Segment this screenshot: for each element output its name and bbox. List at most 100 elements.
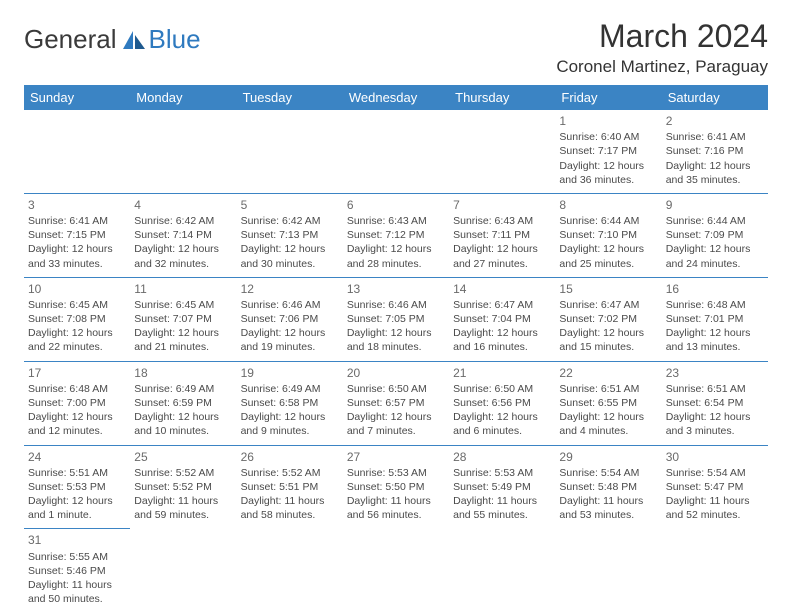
day-number: 9	[666, 197, 764, 213]
day-detail: Daylight: 12 hours	[28, 326, 126, 340]
day-detail: Sunset: 7:08 PM	[28, 312, 126, 326]
calendar-cell: 8Sunrise: 6:44 AMSunset: 7:10 PMDaylight…	[555, 193, 661, 277]
day-number: 23	[666, 365, 764, 381]
day-detail: Sunset: 5:46 PM	[28, 564, 126, 578]
day-detail: Daylight: 11 hours	[241, 494, 339, 508]
day-detail: Daylight: 12 hours	[453, 242, 551, 256]
day-detail: Daylight: 11 hours	[347, 494, 445, 508]
calendar-cell	[343, 529, 449, 612]
day-detail: Sunset: 7:15 PM	[28, 228, 126, 242]
day-detail: Daylight: 12 hours	[453, 410, 551, 424]
calendar-row: 3Sunrise: 6:41 AMSunset: 7:15 PM Daylight…	[24, 193, 768, 277]
calendar-cell: 15Sunrise: 6:47 AMSunset: 7:02 PMDayligh…	[555, 277, 661, 361]
day-detail: Sunset: 7:12 PM	[347, 228, 445, 242]
calendar-cell: 31Sunrise: 5:55 AMSunset: 5:46 PMDayligh…	[24, 529, 130, 612]
day-detail: and 21 minutes.	[134, 340, 232, 354]
day-number: 2	[666, 113, 764, 129]
calendar-cell: 27Sunrise: 5:53 AMSunset: 5:50 PMDayligh…	[343, 445, 449, 529]
day-detail: and 22 minutes.	[28, 340, 126, 354]
day-detail: and 9 minutes.	[241, 424, 339, 438]
day-detail: Daylight: 12 hours	[559, 410, 657, 424]
day-header: Friday	[555, 85, 661, 110]
day-detail: Sunrise: 6:49 AM	[241, 382, 339, 396]
day-detail: and 50 minutes.	[28, 592, 126, 606]
day-detail: Sunrise: 6:46 AM	[347, 298, 445, 312]
day-number: 21	[453, 365, 551, 381]
day-detail: and 52 minutes.	[666, 508, 764, 522]
day-detail: Daylight: 12 hours	[241, 410, 339, 424]
day-header: Monday	[130, 85, 236, 110]
day-detail: Sunrise: 6:42 AM	[241, 214, 339, 228]
calendar-cell	[449, 110, 555, 193]
day-detail: Daylight: 12 hours	[666, 410, 764, 424]
calendar-cell: 14Sunrise: 6:47 AMSunset: 7:04 PMDayligh…	[449, 277, 555, 361]
title-block: March 2024 Coronel Martinez, Paraguay	[556, 18, 768, 77]
day-detail: Sunset: 6:54 PM	[666, 396, 764, 410]
day-detail: Sunrise: 6:45 AM	[28, 298, 126, 312]
day-number: 15	[559, 281, 657, 297]
day-detail: and 35 minutes.	[666, 173, 764, 187]
calendar-row: 1Sunrise: 6:40 AMSunset: 7:17 PMDaylight…	[24, 110, 768, 193]
day-detail: Sunset: 7:14 PM	[134, 228, 232, 242]
day-detail: and 28 minutes.	[347, 257, 445, 271]
day-header-row: Sunday Monday Tuesday Wednesday Thursday…	[24, 85, 768, 110]
day-detail: Daylight: 12 hours	[347, 326, 445, 340]
day-detail: and 16 minutes.	[453, 340, 551, 354]
day-detail: Daylight: 12 hours	[559, 159, 657, 173]
day-detail: Sunrise: 5:52 AM	[241, 466, 339, 480]
day-detail: Sunset: 5:51 PM	[241, 480, 339, 494]
day-detail: Sunset: 7:04 PM	[453, 312, 551, 326]
day-number: 3	[28, 197, 126, 213]
calendar-cell: 6Sunrise: 6:43 AMSunset: 7:12 PMDaylight…	[343, 193, 449, 277]
day-detail: Daylight: 11 hours	[28, 578, 126, 592]
calendar-cell: 20Sunrise: 6:50 AMSunset: 6:57 PMDayligh…	[343, 361, 449, 445]
day-detail: and 58 minutes.	[241, 508, 339, 522]
calendar-cell: 1Sunrise: 6:40 AMSunset: 7:17 PMDaylight…	[555, 110, 661, 193]
calendar-cell: 24Sunrise: 5:51 AMSunset: 5:53 PMDayligh…	[24, 445, 130, 529]
day-header: Sunday	[24, 85, 130, 110]
day-number: 4	[134, 197, 232, 213]
calendar-cell: 18Sunrise: 6:49 AMSunset: 6:59 PMDayligh…	[130, 361, 236, 445]
day-detail: and 19 minutes.	[241, 340, 339, 354]
day-detail: and 30 minutes.	[241, 257, 339, 271]
day-detail: Sunset: 6:56 PM	[453, 396, 551, 410]
day-detail: Sunrise: 6:41 AM	[28, 214, 126, 228]
day-number: 6	[347, 197, 445, 213]
location: Coronel Martinez, Paraguay	[556, 57, 768, 77]
day-number: 14	[453, 281, 551, 297]
day-detail: and 25 minutes.	[559, 257, 657, 271]
calendar-cell	[343, 110, 449, 193]
day-detail: Sunrise: 6:47 AM	[453, 298, 551, 312]
day-number: 12	[241, 281, 339, 297]
day-detail: Sunrise: 6:50 AM	[453, 382, 551, 396]
day-detail: Sunrise: 6:46 AM	[241, 298, 339, 312]
day-detail: Daylight: 11 hours	[666, 494, 764, 508]
day-detail: Sunrise: 6:44 AM	[559, 214, 657, 228]
day-number: 30	[666, 449, 764, 465]
sail-icon	[121, 29, 147, 51]
day-detail: and 24 minutes.	[666, 257, 764, 271]
calendar-row: 24Sunrise: 5:51 AMSunset: 5:53 PMDayligh…	[24, 445, 768, 529]
day-detail: Sunset: 7:01 PM	[666, 312, 764, 326]
day-detail: and 18 minutes.	[347, 340, 445, 354]
day-number: 18	[134, 365, 232, 381]
day-detail: Daylight: 12 hours	[28, 410, 126, 424]
day-detail: and 36 minutes.	[559, 173, 657, 187]
calendar-cell: 19Sunrise: 6:49 AMSunset: 6:58 PMDayligh…	[237, 361, 343, 445]
day-detail: and 15 minutes.	[559, 340, 657, 354]
day-number: 16	[666, 281, 764, 297]
calendar-cell	[237, 110, 343, 193]
day-detail: and 12 minutes.	[28, 424, 126, 438]
day-number: 24	[28, 449, 126, 465]
calendar-row: 17Sunrise: 6:48 AMSunset: 7:00 PMDayligh…	[24, 361, 768, 445]
calendar-cell	[130, 529, 236, 612]
day-detail: Sunrise: 6:47 AM	[559, 298, 657, 312]
logo-text-1: General	[24, 24, 117, 55]
day-number: 29	[559, 449, 657, 465]
day-detail: Sunset: 5:52 PM	[134, 480, 232, 494]
day-detail: Daylight: 11 hours	[134, 494, 232, 508]
logo: General Blue	[24, 24, 201, 55]
day-detail: Sunrise: 6:43 AM	[347, 214, 445, 228]
day-detail: Sunset: 7:00 PM	[28, 396, 126, 410]
day-number: 31	[28, 532, 126, 548]
